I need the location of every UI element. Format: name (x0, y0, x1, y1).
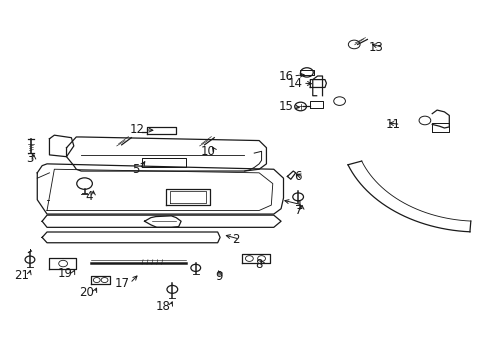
Text: 21: 21 (14, 269, 29, 282)
Text: 10: 10 (200, 145, 215, 158)
Text: 6: 6 (294, 170, 302, 183)
Text: 9: 9 (215, 270, 222, 283)
Text: 7: 7 (294, 204, 302, 217)
Text: 2: 2 (232, 233, 239, 246)
Text: 12: 12 (129, 123, 144, 136)
Text: 20: 20 (79, 287, 94, 300)
Text: 1: 1 (295, 199, 303, 212)
Text: 11: 11 (385, 118, 400, 131)
Text: 18: 18 (155, 300, 170, 313)
Text: 14: 14 (287, 77, 303, 90)
Text: 4: 4 (86, 190, 93, 203)
Text: 5: 5 (132, 163, 140, 176)
Text: 8: 8 (255, 258, 263, 271)
Text: 15: 15 (278, 100, 293, 113)
Text: 17: 17 (115, 277, 130, 290)
Text: 13: 13 (368, 41, 383, 54)
Text: 19: 19 (58, 267, 73, 280)
Text: 16: 16 (278, 69, 293, 82)
Text: 3: 3 (26, 152, 34, 165)
